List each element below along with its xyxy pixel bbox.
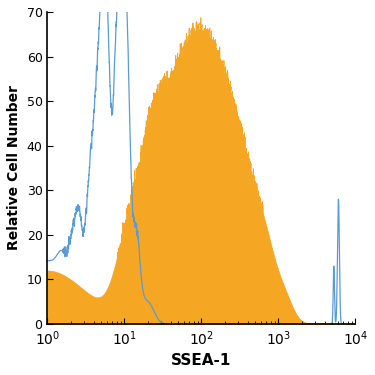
Y-axis label: Relative Cell Number: Relative Cell Number <box>7 86 21 251</box>
X-axis label: SSEA-1: SSEA-1 <box>171 353 231 368</box>
